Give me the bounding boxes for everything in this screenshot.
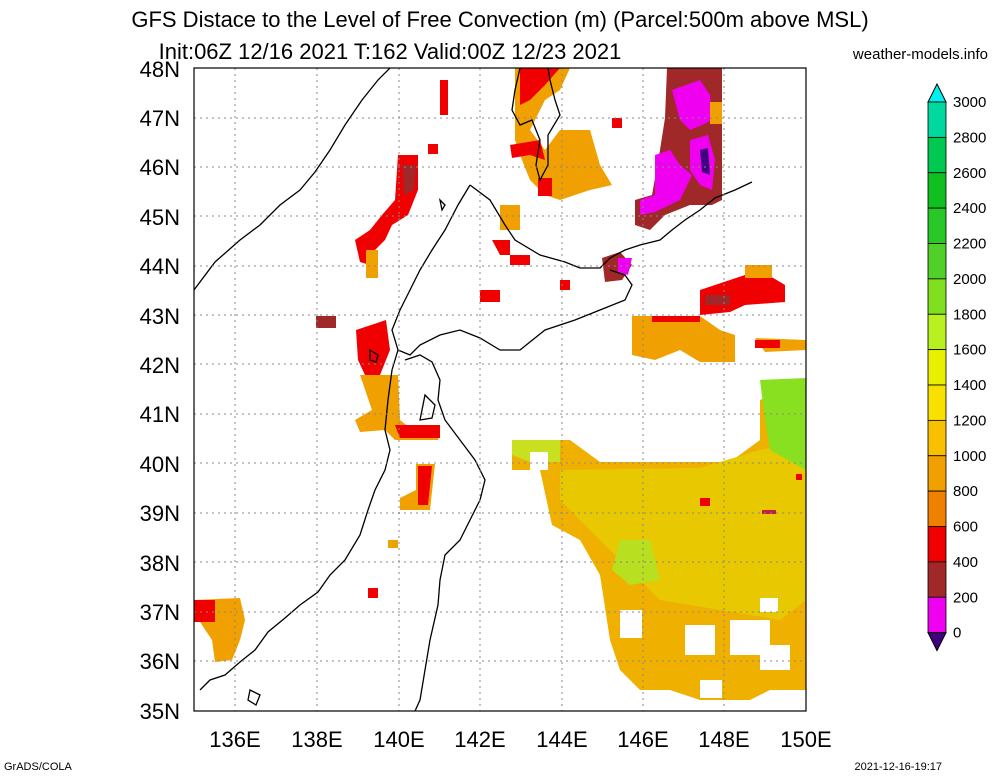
colorbar-label: 1200 xyxy=(953,412,986,429)
lat-label: 45N xyxy=(140,205,180,230)
lat-label: 41N xyxy=(140,402,180,427)
lat-label: 44N xyxy=(140,254,180,279)
colorbar-swatch xyxy=(927,384,947,421)
lfc-shading xyxy=(194,68,806,700)
colorbar-max-arrow xyxy=(927,82,947,103)
lon-label: 144E xyxy=(536,727,587,752)
colorbar-label: 1600 xyxy=(953,342,986,359)
colorbar-label: 1400 xyxy=(953,377,986,394)
colorbar-min-arrow xyxy=(927,632,947,652)
colorbar-swatch xyxy=(927,243,947,280)
colorbar-swatch xyxy=(927,313,947,351)
lat-label: 35N xyxy=(140,699,180,724)
colorbar-label: 400 xyxy=(953,554,978,571)
colorbar-swatch xyxy=(927,101,947,138)
lon-label: 136E xyxy=(209,727,260,752)
colorbar-label: 2400 xyxy=(953,200,986,217)
colorbar-label: 2800 xyxy=(953,129,986,146)
colorbar-swatch xyxy=(927,490,947,527)
map-title: GFS Distace to the Level of Free Convect… xyxy=(131,7,869,32)
colorbar-swatch xyxy=(927,526,947,563)
colorbar-swatch xyxy=(927,278,947,315)
map-subtitle: Init:06Z 12/16 2021 T:162 Valid:00Z 12/2… xyxy=(158,39,622,64)
lat-labels: 48N 47N 46N 45N 44N 43N 42N 41N 40N 39N … xyxy=(140,57,180,724)
colorbar-swatch xyxy=(927,172,947,209)
plot-frame xyxy=(193,67,807,712)
lon-label: 140E xyxy=(373,727,424,752)
colorbar-label: 0 xyxy=(953,625,961,642)
site-label: weather-models.info xyxy=(852,46,988,63)
lat-label: 37N xyxy=(140,600,180,625)
footer-left: GrADS/COLA xyxy=(4,761,72,773)
graticule xyxy=(194,68,806,711)
lon-label: 142E xyxy=(454,727,505,752)
colorbar-swatch xyxy=(927,207,947,244)
colorbar-swatch xyxy=(927,136,947,174)
colorbar: 3000280026002400220020001800160014001200… xyxy=(927,82,986,652)
lon-labels: 136E 138E 140E 142E 144E 146E 148E 150E xyxy=(209,727,831,752)
colorbar-label: 2200 xyxy=(953,236,986,253)
colorbar-label: 600 xyxy=(953,519,978,536)
colorbar-swatch xyxy=(927,561,947,598)
colorbar-label: 200 xyxy=(953,589,978,606)
lon-label: 146E xyxy=(617,727,668,752)
colorbar-label: 2600 xyxy=(953,165,986,182)
colorbar-label: 800 xyxy=(953,483,978,500)
lat-label: 36N xyxy=(140,649,180,674)
colorbar-swatch xyxy=(927,455,947,492)
lat-label: 39N xyxy=(140,501,180,526)
colorbar-label: 3000 xyxy=(953,94,986,111)
lon-label: 150E xyxy=(780,727,831,752)
footer-timestamp: 2021-12-16-19:17 xyxy=(854,761,942,773)
lat-label: 40N xyxy=(140,452,180,477)
lon-label: 148E xyxy=(698,727,749,752)
colorbar-swatch xyxy=(927,349,947,386)
colorbar-label: 1000 xyxy=(953,448,986,465)
colorbar-label: 2000 xyxy=(953,271,986,288)
lat-label: 46N xyxy=(140,155,180,180)
lat-label: 48N xyxy=(140,57,180,82)
colorbar-label: 1800 xyxy=(953,306,986,323)
lat-label: 43N xyxy=(140,304,180,329)
colorbar-swatch xyxy=(927,596,947,634)
lat-label: 42N xyxy=(140,353,180,378)
lat-label: 38N xyxy=(140,551,180,576)
colorbar-swatch xyxy=(927,419,947,457)
lat-label: 47N xyxy=(140,106,180,131)
lon-label: 138E xyxy=(291,727,342,752)
